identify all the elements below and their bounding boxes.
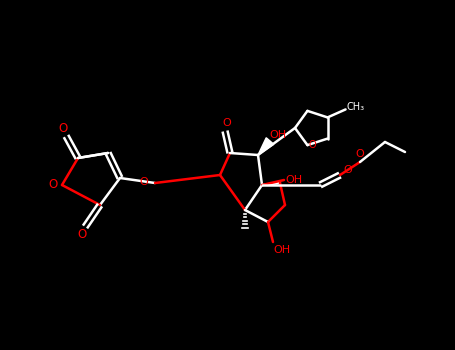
Text: O: O — [77, 229, 86, 241]
Text: OH: OH — [285, 175, 303, 185]
Text: O: O — [139, 177, 148, 187]
Text: O: O — [222, 118, 232, 128]
Text: OH: OH — [269, 130, 287, 140]
Text: OH: OH — [273, 245, 290, 255]
Text: O: O — [308, 140, 316, 150]
Polygon shape — [258, 138, 274, 155]
Text: O: O — [58, 121, 68, 134]
Text: CH₃: CH₃ — [347, 103, 364, 112]
Text: O: O — [48, 178, 58, 191]
Text: O: O — [344, 165, 352, 175]
Text: O: O — [356, 149, 364, 159]
